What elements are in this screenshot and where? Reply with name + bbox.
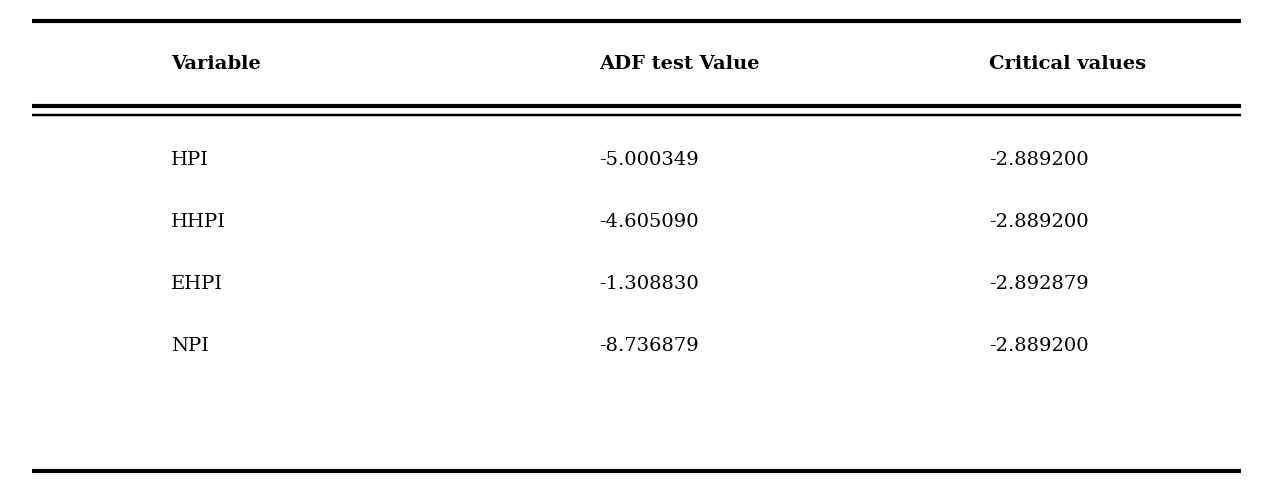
Text: NPI: NPI bbox=[171, 338, 209, 355]
Text: EHPI: EHPI bbox=[171, 275, 223, 293]
Text: -2.889200: -2.889200 bbox=[989, 213, 1088, 231]
Text: HHPI: HHPI bbox=[171, 213, 225, 231]
Text: -5.000349: -5.000349 bbox=[598, 151, 699, 169]
Text: HPI: HPI bbox=[171, 151, 209, 169]
Text: -1.308830: -1.308830 bbox=[598, 275, 699, 293]
Text: -2.889200: -2.889200 bbox=[989, 151, 1088, 169]
Text: -2.892879: -2.892879 bbox=[989, 275, 1088, 293]
Text: Variable: Variable bbox=[171, 55, 261, 73]
Text: -4.605090: -4.605090 bbox=[598, 213, 699, 231]
Text: ADF test Value: ADF test Value bbox=[598, 55, 759, 73]
Text: -2.889200: -2.889200 bbox=[989, 338, 1088, 355]
Text: Critical values: Critical values bbox=[989, 55, 1146, 73]
Text: -8.736879: -8.736879 bbox=[598, 338, 699, 355]
